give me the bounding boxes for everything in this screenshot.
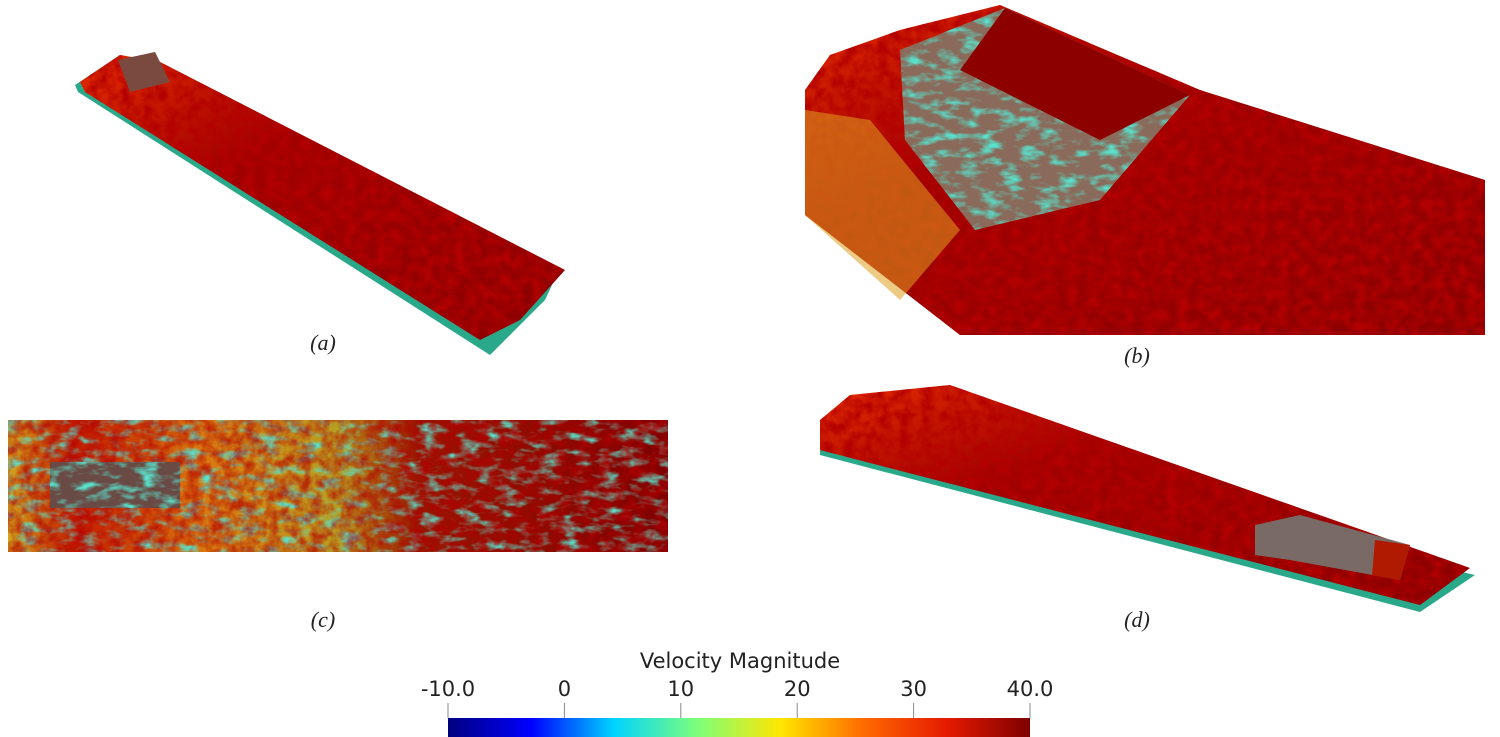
- panel-label: (d): [1124, 607, 1150, 632]
- colorbar-tick-label: 0: [558, 677, 571, 701]
- panel-a-render: [75, 52, 565, 355]
- panel-c-render: [8, 420, 668, 552]
- panel-label: (b): [1124, 343, 1150, 368]
- colorbar-title: Velocity Magnitude: [640, 649, 840, 673]
- colorbar-tick-label: 20: [784, 677, 811, 701]
- panel-b-render: [805, 5, 1485, 335]
- colorbar-tick-label: -10.0: [421, 677, 475, 701]
- colorbar-ticks: -10.0 0 10 20 30 40.0: [421, 677, 1054, 718]
- colorbar-tick-label: 40.0: [1007, 677, 1054, 701]
- panel-label: (a): [310, 330, 336, 355]
- colorbar: [448, 718, 1030, 737]
- colorbar-tick-label: 30: [900, 677, 927, 701]
- panel-label: (c): [311, 607, 335, 632]
- colorbar-tick-label: 10: [667, 677, 694, 701]
- panel-d-render: [820, 385, 1475, 612]
